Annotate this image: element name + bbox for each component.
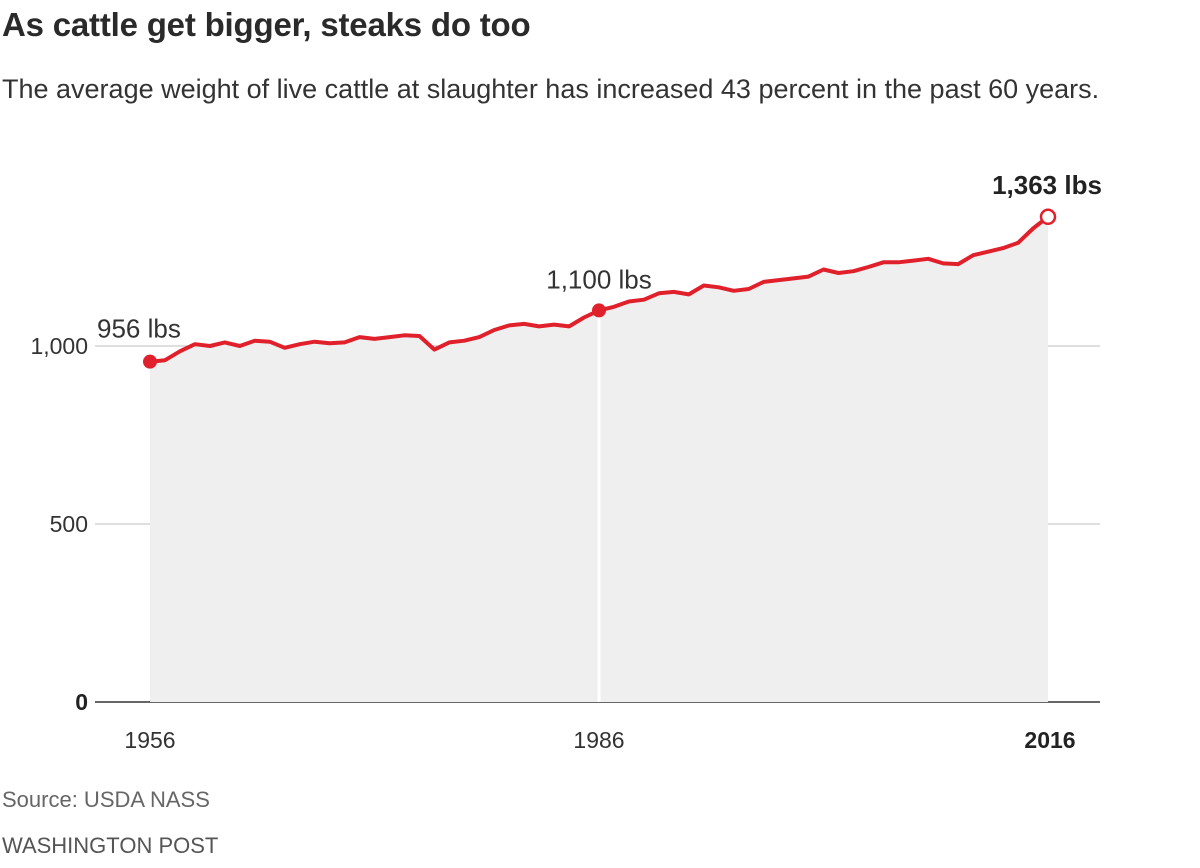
point-2016 <box>1039 208 1057 226</box>
y-tick-label-1000: 1,000 <box>30 333 88 359</box>
point-1986 <box>592 303 606 318</box>
chart-title: As cattle get bigger, steaks do too <box>2 6 531 43</box>
area-layer <box>150 216 1048 703</box>
y-tick-label-0: 0 <box>75 689 88 715</box>
annotation-label-1956: 956 lbs <box>97 314 181 344</box>
annotation-layer: 956 lbs 1,100 lbs 1,363 lbs <box>97 170 1102 369</box>
y-tick-label-500: 500 <box>50 511 88 537</box>
x-tick-label-1986: 1986 <box>573 727 624 753</box>
x-tick-label-2016: 2016 <box>1024 727 1075 753</box>
chart-subtitle: The average weight of live cattle at sla… <box>2 74 1100 104</box>
point-1956 <box>143 354 157 369</box>
x-tick-label-1956: 1956 <box>124 727 175 753</box>
source-note: Source: USDA NASS <box>2 787 210 812</box>
annotation-label-2016: 1,363 lbs <box>992 170 1102 200</box>
annotation-label-1986: 1,100 lbs <box>546 264 652 294</box>
tick-layer: 0 500 1,000 1956 1986 2016 <box>30 333 1075 753</box>
credit-note: WASHINGTON POST <box>2 833 219 858</box>
